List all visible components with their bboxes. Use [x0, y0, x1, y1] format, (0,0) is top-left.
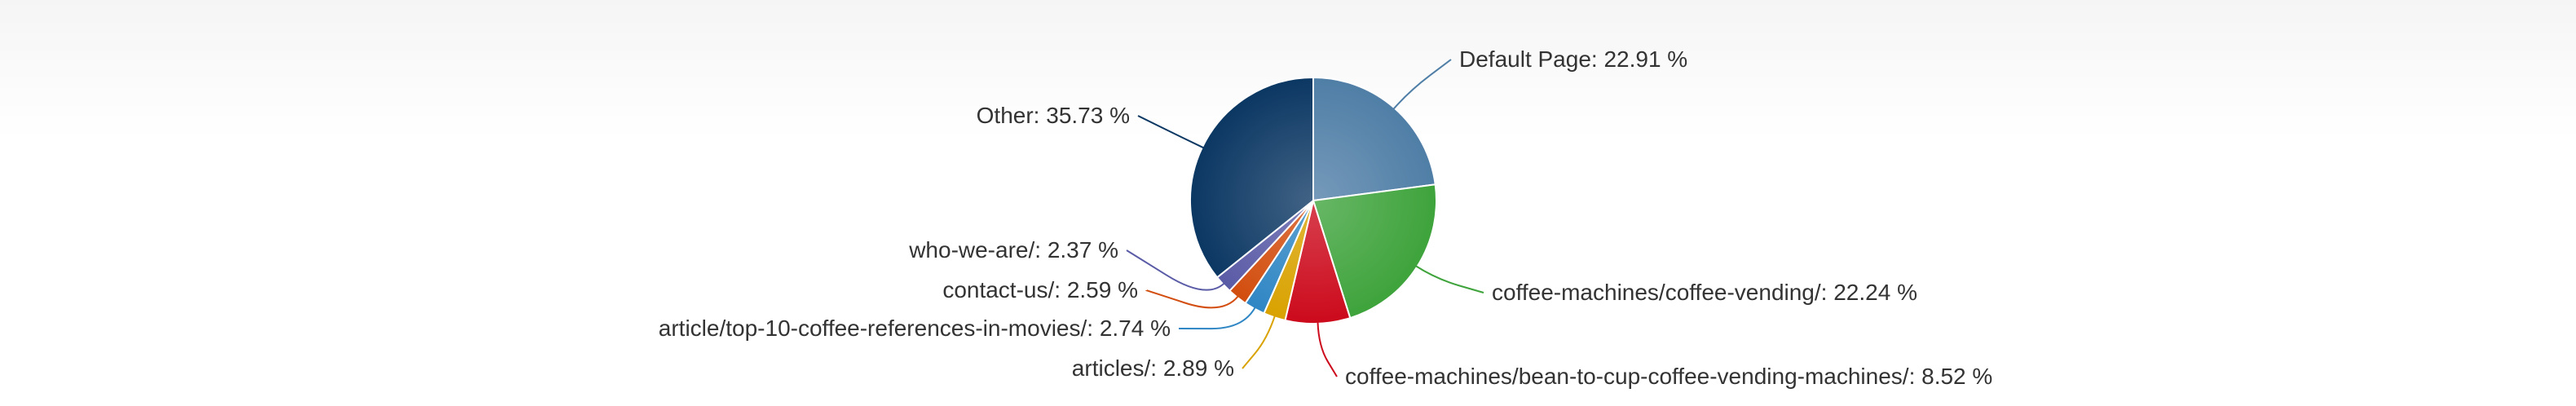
pie-slice-default-page[interactable]: [1312, 76, 1436, 202]
label-connectors: [1126, 59, 1484, 377]
connector-who-we-are: [1126, 249, 1225, 291]
connector-coffee-machines-coffee-vending: [1415, 265, 1484, 293]
connector-coffee-machines-bean-to-cup-coffee-vending-machines: [1317, 321, 1338, 377]
slice-label-who-we-are: who-we-are/: 2.37 %: [908, 237, 1118, 263]
connector-article-top-10-coffee-references-in-movies: [1178, 307, 1256, 330]
slice-label-default-page: Default Page: 22.91 %: [1459, 46, 1687, 72]
slice-label-coffee-machines-coffee-vending: coffee-machines/coffee-vending/: 22.24 %: [1492, 280, 1917, 305]
slice-label-other: Other: 35.73 %: [977, 103, 1130, 128]
pie-slices: [1189, 76, 1437, 324]
connector-default-page: [1392, 59, 1452, 110]
connector-other: [1137, 115, 1205, 149]
slice-label-coffee-machines-bean-to-cup-coffee-vending-machines: coffee-machines/bean-to-cup-coffee-vendi…: [1345, 364, 1992, 389]
slice-labels: Default Page: 22.91 % coffee-machines/cof…: [659, 46, 1993, 389]
slice-label-articles: articles/: 2.89 %: [1072, 355, 1234, 381]
slice-label-article-top-10-coffee-references-in-movies: article/top-10-coffee-references-in-movi…: [659, 316, 1171, 341]
connector-articles: [1242, 316, 1276, 369]
connector-contact-us: [1145, 289, 1239, 309]
slice-label-contact-us: contact-us/: 2.59 %: [942, 277, 1138, 302]
